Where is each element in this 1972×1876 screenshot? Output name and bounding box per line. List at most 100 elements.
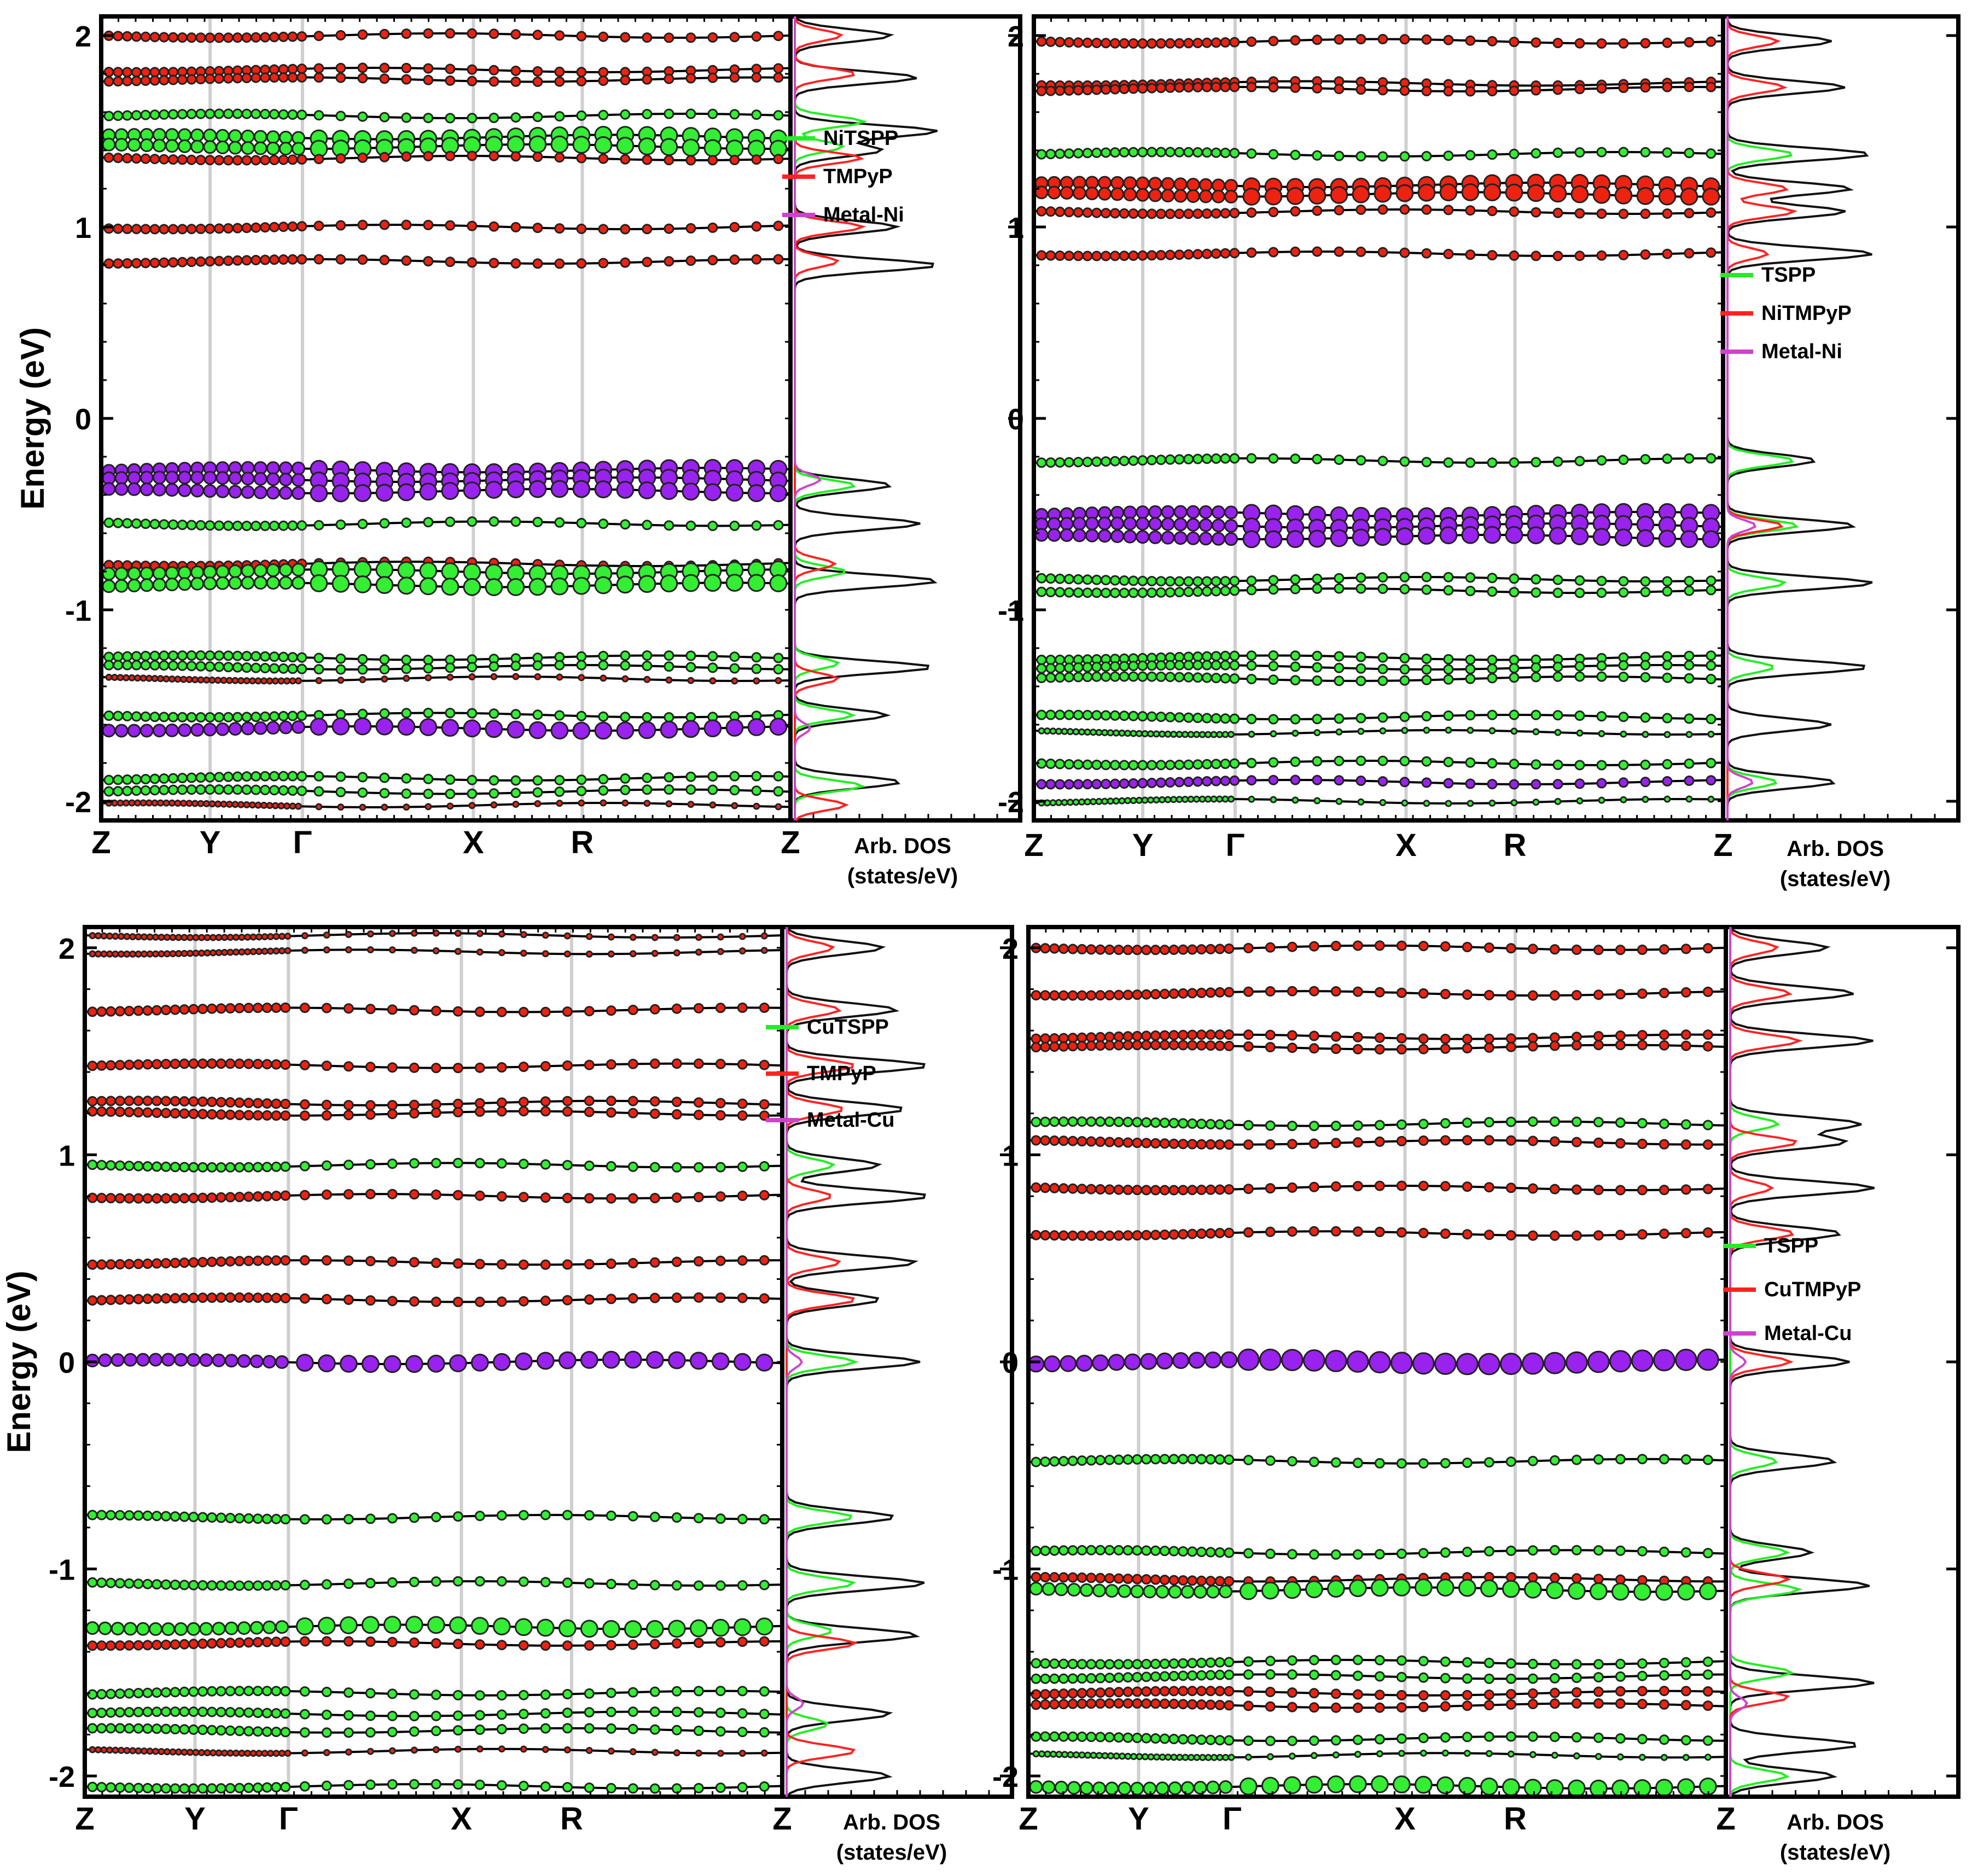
- band-point-Metal-Ni: [1147, 778, 1157, 788]
- band-point-CuTMPyP: [1031, 1699, 1042, 1710]
- band-point-TMPyP: [321, 1110, 332, 1121]
- band-point-TMPyP: [289, 802, 296, 810]
- band-point-TSPP: [1095, 1545, 1106, 1555]
- band-point-CuTMPyP: [1505, 1689, 1516, 1699]
- band-point-NiTSPP: [510, 775, 521, 786]
- band-point-Metal-Ni: [1199, 518, 1213, 532]
- band-point-Metal-Ni: [703, 483, 722, 502]
- band-point-TSPP: [1143, 1584, 1157, 1599]
- band-point-CuTSPP: [584, 1688, 595, 1699]
- band-point-CuTSPP: [671, 1724, 682, 1735]
- band-point-CuTMPyP: [1205, 1576, 1216, 1587]
- band-point-CuTMPyP: [1159, 1030, 1170, 1041]
- band-point-CuTSPP: [243, 1513, 254, 1524]
- band-point-CuTMPyP: [1243, 1227, 1254, 1238]
- band-point-TSPP: [1268, 674, 1279, 685]
- band-point-CuTSPP: [671, 1512, 682, 1523]
- band-point-NiTSPP: [168, 712, 179, 723]
- band-point-TMPyP: [751, 221, 762, 232]
- band-point-CuTMPyP: [1095, 1137, 1106, 1147]
- band-point-NiTSPP: [773, 664, 784, 675]
- band-point-CuTSPP: [106, 1577, 117, 1588]
- band-point-TMPyP: [518, 1192, 529, 1203]
- band-point-TMPyP: [671, 1109, 682, 1120]
- band-point-NiTSPP: [532, 787, 543, 798]
- band-point-Metal-Ni: [241, 471, 255, 486]
- band-point-Metal-Ni: [216, 484, 230, 498]
- band-point-NiTSPP: [296, 109, 307, 120]
- band-point-TSPP: [1243, 1120, 1254, 1131]
- band-point-CuTMPyP: [1330, 1688, 1341, 1699]
- band-point-TMPyP: [642, 257, 653, 267]
- band-point-CuTSPP: [759, 1709, 770, 1720]
- band-point-TSPP: [1067, 799, 1074, 806]
- band-point-CuTSPP: [496, 1158, 507, 1169]
- band-point-CuTSPP: [179, 1580, 190, 1590]
- band-point-TMPyP: [388, 930, 396, 937]
- band-point-CuTMPyP: [1104, 1573, 1115, 1584]
- band-point-CuTMPyP: [1214, 1139, 1225, 1150]
- band-point-TSPP: [1224, 1735, 1235, 1746]
- band-point-TSPP: [1210, 731, 1218, 738]
- band-point-CuTSPP: [142, 1687, 153, 1698]
- band-point-TMPyP: [540, 1192, 551, 1203]
- band-point-NiTSPP: [216, 576, 230, 590]
- band-point-CuTSPP: [474, 1779, 485, 1790]
- band-point-TSPP: [1036, 663, 1047, 674]
- band-point-CuTMPyP: [1058, 1572, 1069, 1583]
- band-point-CuTMPyP: [1549, 1230, 1560, 1241]
- band-point-CuTSPP: [693, 1782, 704, 1793]
- band-point-TSPP: [1118, 1584, 1132, 1598]
- band-point-TSPP: [1147, 147, 1157, 158]
- band-point-TSPP: [1684, 660, 1695, 671]
- band-point-TSPP: [1531, 662, 1541, 673]
- band-point-NiTMPyP: [1242, 188, 1261, 206]
- band-point-TMPyP: [177, 32, 188, 43]
- band-point-NiTSPP: [190, 566, 205, 579]
- band-point-TSPP: [1545, 1779, 1564, 1797]
- band-point-TSPP: [1465, 757, 1476, 768]
- band-point-Metal-Cu: [1281, 1349, 1304, 1372]
- band-point-TMPyP: [261, 1003, 272, 1013]
- band-point-TSPP: [1211, 1753, 1218, 1761]
- band-point-TSPP: [1128, 587, 1139, 598]
- band-point-NiTMPyP: [1201, 81, 1212, 92]
- band-point-NiTSPP: [251, 771, 261, 782]
- band-point-NiTSPP: [260, 771, 271, 782]
- band-point-TSPP: [1377, 572, 1388, 582]
- band-point-NiTSPP: [168, 773, 179, 784]
- band-point-CuTMPyP: [1168, 988, 1179, 999]
- band-point-TSPP: [1356, 572, 1366, 583]
- band-point-CuTSPP: [206, 1783, 217, 1794]
- band-point-TSPP: [1174, 712, 1185, 723]
- band-point-NiTSPP: [114, 579, 129, 593]
- band-point-Metal-Ni: [1110, 529, 1125, 543]
- band-point-TMPyP: [205, 256, 216, 267]
- band-point-NiTMPyP: [1137, 83, 1148, 94]
- band-point-Metal-Cu: [249, 1354, 264, 1368]
- band-point-Metal-Cu: [711, 1352, 730, 1371]
- band-point-TSPP: [1031, 1731, 1042, 1742]
- band-point-CuTMPyP: [1049, 1041, 1060, 1052]
- band-point-TMPyP: [251, 72, 261, 83]
- band-point-TSPP: [1377, 755, 1388, 766]
- y-tick-label: 1: [75, 212, 91, 244]
- band-point-CuTSPP: [689, 1619, 708, 1638]
- band-point-TMPyP: [149, 258, 160, 269]
- band-point-TMPyP: [510, 29, 521, 40]
- band-point-TSPP: [1462, 1546, 1473, 1557]
- band-point-CuTSPP: [361, 1616, 380, 1634]
- band-point-TSPP: [1532, 728, 1540, 736]
- band-point-NiTSPP: [131, 774, 142, 785]
- band-point-TMPyP: [401, 74, 412, 85]
- band-point-TSPP: [1244, 1753, 1252, 1761]
- band-point-TMPyP: [313, 31, 324, 42]
- band-point-CuTSPP: [431, 1779, 441, 1790]
- band-point-TSPP: [1702, 1120, 1713, 1131]
- band-point-TSPP: [1684, 713, 1695, 724]
- band-point-NiTSPP: [550, 135, 569, 154]
- band-point-NiTMPyP: [1264, 187, 1283, 206]
- band-point-Metal-Ni: [1417, 527, 1436, 545]
- band-point-CuTSPP: [387, 1688, 398, 1699]
- band-point-CuTSPP: [252, 1580, 263, 1591]
